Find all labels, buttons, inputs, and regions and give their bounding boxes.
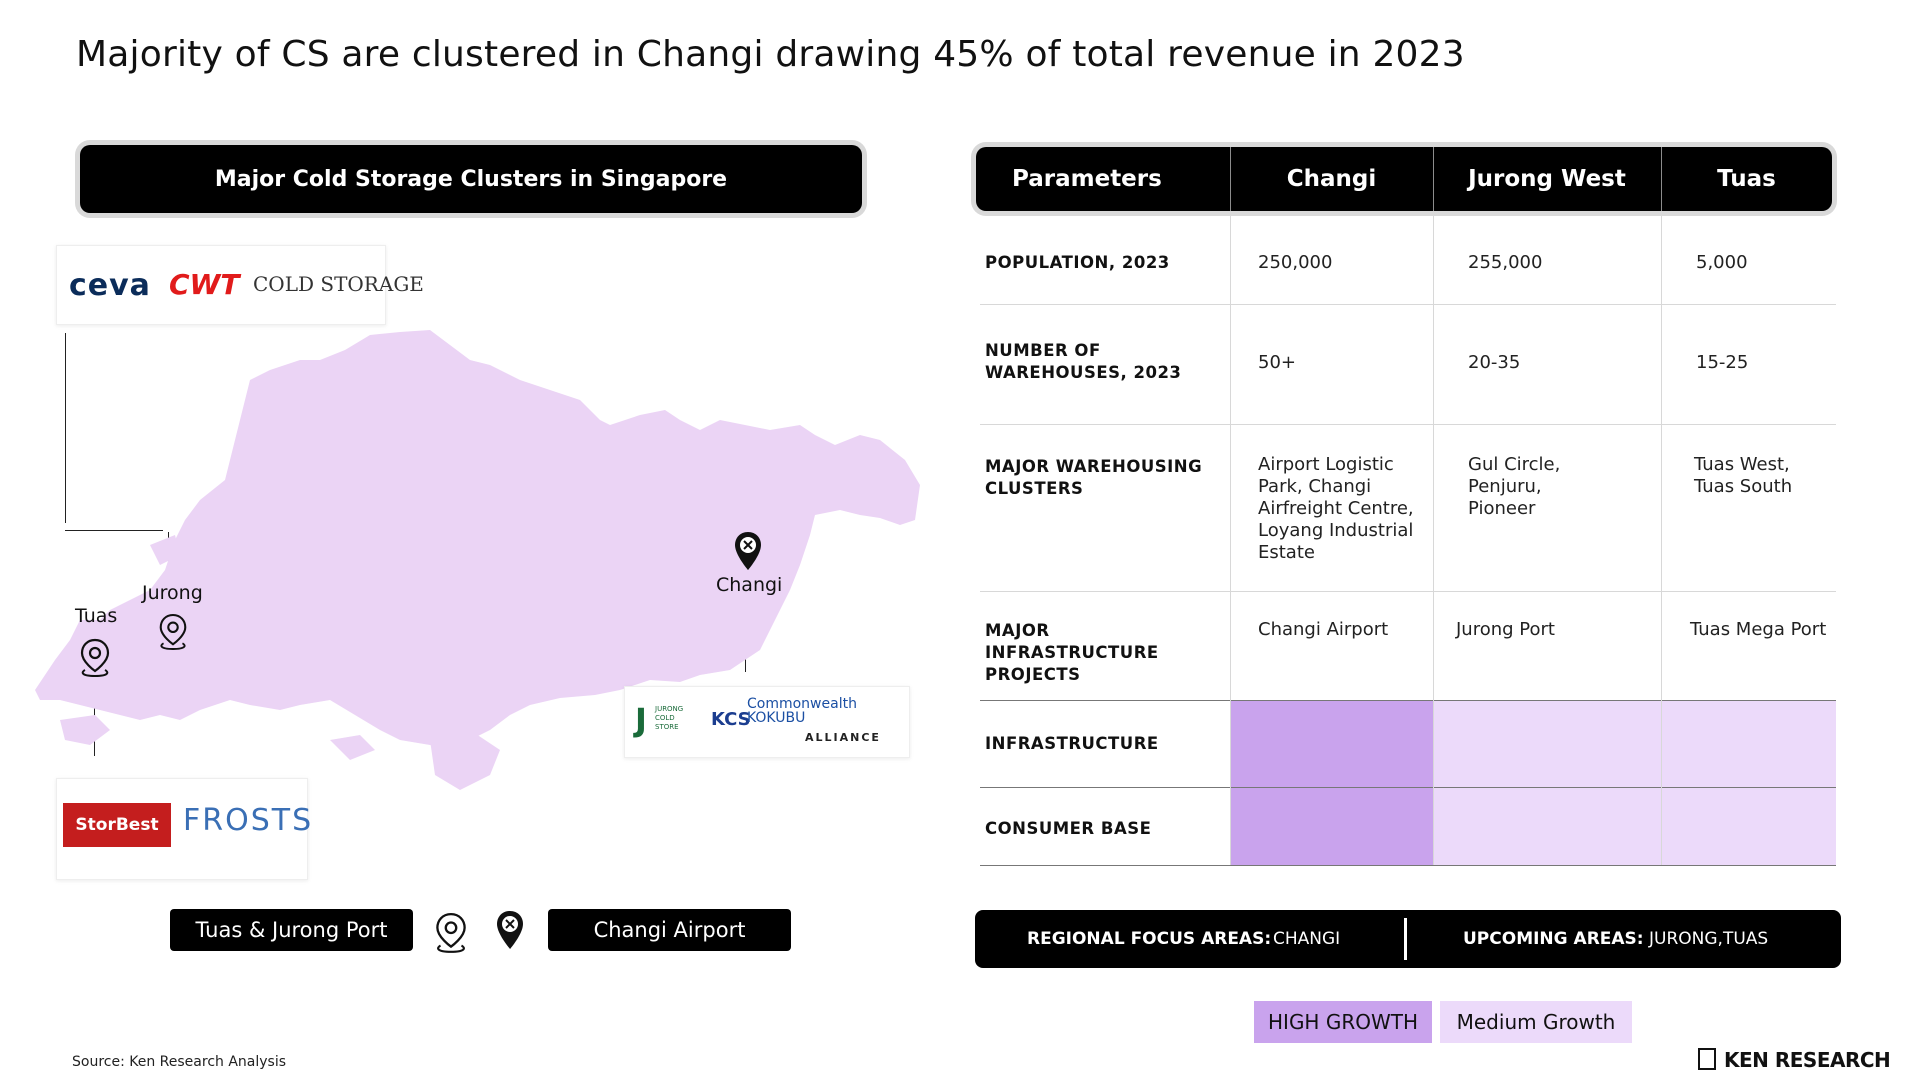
- commonwealth-kokubu-logo: Commonwealth KOKUBU: [747, 696, 857, 726]
- ceva-logo: ceva: [69, 268, 151, 303]
- place-label-changi: Changi: [716, 574, 783, 596]
- legend-changi-airport: Changi Airport: [548, 909, 791, 951]
- ken-research-logo-icon: [1698, 1048, 1716, 1070]
- table-header: Parameters Changi Jurong West Tuas: [976, 147, 1832, 211]
- rating-cell-changi-infrastructure: [1230, 700, 1433, 787]
- cell-changi-warehouses: 50+: [1258, 352, 1296, 373]
- cell-jurong-clusters: Gul Circle, Penjuru, Pioneer: [1468, 454, 1561, 519]
- storbest-logo: StorBest: [63, 803, 171, 847]
- connector-line: [65, 530, 163, 531]
- jurong-cold-store-logo-text: JURONG COLD STORE: [655, 705, 684, 731]
- focus-divider: [1404, 918, 1407, 960]
- column-header-parameters: Parameters: [1012, 166, 1162, 192]
- key-high-growth: HIGH GROWTH: [1254, 1001, 1432, 1043]
- cell-jurong-population: 255,000: [1468, 252, 1543, 273]
- location-outline-pin-icon: [436, 912, 466, 953]
- rating-cell-changi-consumer-base: [1230, 787, 1433, 865]
- place-label-jurong: Jurong: [142, 582, 203, 604]
- location-filled-pin-icon: [735, 532, 761, 570]
- logo-box-top-left: ceva CWT COLD STORAGE: [56, 245, 424, 325]
- place-label-tuas: Tuas: [75, 605, 118, 627]
- location-outline-pin-icon: [159, 613, 187, 650]
- focus-areas-bar: REGIONAL FOCUS AREAS: CHANGI UPCOMING AR…: [975, 910, 1841, 968]
- param-infrastructure-projects: MAJOR INFRASTRUCTURE PROJECTS: [985, 621, 1159, 684]
- column-divider: [1433, 214, 1434, 865]
- legend-tuas-jurong-port: Tuas & Jurong Port: [170, 909, 413, 951]
- header-divider: [1433, 147, 1434, 211]
- param-warehouses: NUMBER OF WAREHOUSES, 2023: [985, 341, 1182, 382]
- row-divider: [980, 700, 1836, 701]
- column-header-tuas: Tuas: [1717, 166, 1776, 192]
- cell-changi-clusters: Airport Logistic Park, Changi Airfreight…: [1258, 454, 1414, 563]
- row-divider: [980, 865, 1836, 866]
- upcoming-areas-label: UPCOMING AREAS:: [1463, 929, 1644, 949]
- row-divider: [980, 304, 1836, 305]
- rating-cell-tuas-consumer-base: [1661, 787, 1836, 865]
- logo-box-bottom-left: StorBest FROSTS: [56, 778, 311, 880]
- storbest-logo-text: StorBest: [75, 815, 159, 835]
- map-panel-header: Major Cold Storage Clusters in Singapore: [80, 145, 862, 213]
- param-population: POPULATION, 2023: [985, 253, 1170, 272]
- rating-cell-jurong-consumer-base: [1433, 787, 1661, 865]
- regional-focus-label: REGIONAL FOCUS AREAS:: [1027, 929, 1272, 949]
- alliance-logo: ALLIANCE: [805, 731, 881, 744]
- location-filled-pin-icon: [497, 911, 523, 949]
- header-divider: [1230, 147, 1231, 211]
- param-consumer-base: CONSUMER BASE: [985, 819, 1152, 838]
- connector-line: [65, 333, 66, 523]
- cell-changi-projects: Changi Airport: [1258, 619, 1389, 640]
- column-divider: [1230, 214, 1231, 865]
- row-divider: [980, 424, 1836, 425]
- header-divider: [1661, 147, 1662, 211]
- cold-storage-logo: COLD STORAGE: [253, 272, 424, 296]
- location-outline-pin-icon: [80, 638, 110, 678]
- row-divider: [980, 787, 1836, 788]
- column-header-changi: Changi: [1286, 166, 1377, 192]
- frosts-logo: FROSTS: [183, 803, 314, 838]
- brand-name: KEN RESEARCH: [1724, 1048, 1891, 1072]
- column-divider: [1661, 214, 1662, 865]
- rating-cell-tuas-infrastructure: [1661, 700, 1836, 787]
- key-medium-growth: Medium Growth: [1440, 1001, 1632, 1043]
- cell-tuas-projects: Tuas Mega Port: [1690, 619, 1827, 640]
- cell-jurong-projects: Jurong Port: [1456, 619, 1555, 640]
- singapore-map: [35, 330, 920, 790]
- regional-focus-value: CHANGI: [1273, 929, 1341, 949]
- column-header-jurong-west: Jurong West: [1468, 166, 1626, 192]
- param-warehousing-clusters: MAJOR WAREHOUSING CLUSTERS: [985, 457, 1203, 498]
- upcoming-areas-value: JURONG,TUAS: [1649, 929, 1769, 949]
- cell-changi-population: 250,000: [1258, 252, 1333, 273]
- cell-jurong-warehouses: 20-35: [1468, 352, 1521, 373]
- kcs-logo: KCS: [711, 709, 751, 730]
- cell-tuas-warehouses: 15-25: [1696, 352, 1749, 373]
- cwt-logo: CWT: [169, 268, 240, 301]
- logo-box-right: J JURONG COLD STORE KCS Commonwealth KOK…: [624, 686, 910, 758]
- cell-tuas-clusters: Tuas West, Tuas South: [1694, 454, 1793, 497]
- jurong-cold-store-logo: J: [635, 701, 647, 739]
- param-infrastructure: INFRASTRUCTURE: [985, 734, 1159, 753]
- row-divider: [980, 591, 1836, 592]
- source-note: Source: Ken Research Analysis: [72, 1054, 287, 1070]
- rating-cell-jurong-infrastructure: [1433, 700, 1661, 787]
- page-title: Majority of CS are clustered in Changi d…: [76, 34, 1465, 75]
- cell-tuas-population: 5,000: [1696, 252, 1748, 273]
